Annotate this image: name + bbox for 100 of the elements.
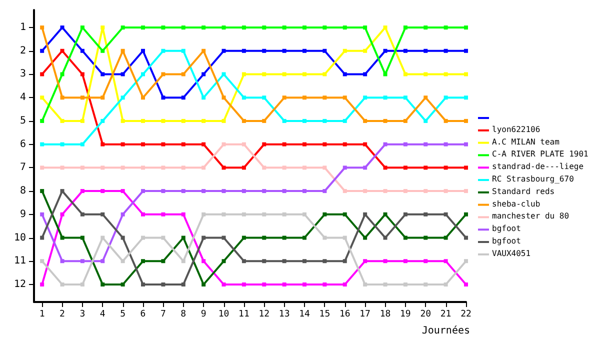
- point: [80, 236, 84, 240]
- point: [80, 48, 84, 53]
- point: [302, 236, 307, 240]
- point: [181, 118, 186, 123]
- point: [40, 259, 44, 264]
- point: [302, 259, 307, 264]
- point: [282, 236, 286, 240]
- y-tick-label: 5: [20, 115, 26, 126]
- point: [444, 282, 448, 286]
- point: [141, 118, 146, 123]
- y-tick-label: 3: [20, 68, 26, 80]
- point: [383, 72, 388, 76]
- point: [282, 72, 286, 76]
- point: [202, 282, 206, 286]
- point: [444, 259, 448, 264]
- point: [181, 166, 186, 170]
- point: [464, 166, 468, 170]
- y-tick-label: 9: [20, 208, 26, 220]
- point: [363, 166, 368, 170]
- x-tick-label: 16: [339, 310, 350, 320]
- point: [40, 26, 44, 30]
- point: [444, 26, 448, 30]
- point: [262, 96, 266, 100]
- point: [383, 48, 388, 53]
- point: [222, 48, 226, 53]
- point: [322, 142, 327, 146]
- point: [100, 259, 105, 264]
- point: [100, 26, 105, 30]
- point: [322, 96, 327, 100]
- point: [302, 118, 307, 123]
- point: [282, 142, 286, 146]
- point: [342, 142, 347, 146]
- point: [262, 166, 266, 170]
- x-tick-label: 19: [400, 310, 411, 320]
- point: [80, 142, 84, 146]
- point: [202, 48, 206, 53]
- point: [282, 96, 286, 100]
- point: [60, 96, 64, 100]
- point: [363, 259, 368, 264]
- point: [403, 259, 408, 264]
- point: [40, 118, 44, 123]
- point: [222, 236, 226, 240]
- x-tick-label: 14: [299, 310, 310, 320]
- point: [40, 48, 44, 53]
- point: [202, 118, 206, 123]
- point: [262, 118, 266, 123]
- point: [202, 236, 206, 240]
- point: [181, 189, 186, 194]
- point: [181, 142, 186, 146]
- point: [202, 142, 206, 146]
- point: [302, 26, 307, 30]
- point: [141, 236, 146, 240]
- point: [40, 96, 44, 100]
- point: [444, 142, 448, 146]
- point: [120, 212, 125, 216]
- point: [120, 259, 125, 264]
- point: [403, 212, 408, 216]
- point: [100, 282, 105, 286]
- point: [282, 166, 286, 170]
- point: [222, 118, 226, 123]
- point: [262, 259, 266, 264]
- point: [262, 26, 266, 30]
- point: [342, 96, 347, 100]
- point: [444, 72, 448, 76]
- point: [40, 212, 44, 216]
- point: [60, 236, 64, 240]
- x-tick-label: 8: [180, 310, 186, 320]
- line-series: [40, 212, 468, 286]
- point: [40, 142, 44, 146]
- point: [403, 282, 408, 286]
- point: [100, 72, 105, 76]
- point: [100, 166, 105, 170]
- point: [342, 236, 347, 240]
- x-tick-label: 5: [120, 310, 126, 320]
- point: [424, 142, 428, 146]
- point: [262, 72, 266, 76]
- point: [342, 212, 347, 216]
- point: [424, 259, 428, 264]
- point: [80, 212, 84, 216]
- point: [222, 189, 226, 194]
- point: [141, 26, 146, 30]
- point: [141, 96, 146, 100]
- point: [100, 236, 105, 240]
- point: [181, 212, 186, 216]
- point: [141, 282, 146, 286]
- legend-label: lyon622106: [492, 124, 540, 134]
- point: [202, 26, 206, 30]
- x-tick-label: 7: [160, 310, 166, 320]
- legend-label: C-A RIVER PLATE 1901: [492, 150, 589, 159]
- point: [282, 189, 286, 194]
- x-tick-label: 13: [278, 310, 290, 320]
- point: [383, 118, 388, 123]
- point: [120, 118, 125, 123]
- legend-label: sheba-club: [492, 199, 540, 208]
- point: [383, 189, 388, 194]
- point: [444, 96, 448, 100]
- y-tick-label: 10: [14, 232, 26, 244]
- point: [100, 212, 105, 216]
- point: [242, 236, 246, 240]
- point: [181, 26, 186, 30]
